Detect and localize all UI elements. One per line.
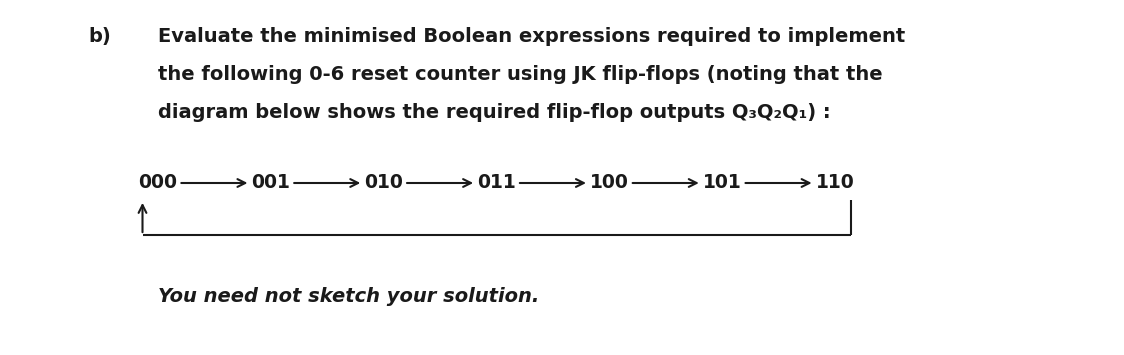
Text: 011: 011 bbox=[477, 174, 516, 192]
Text: Evaluate the minimised Boolean expressions required to implement: Evaluate the minimised Boolean expressio… bbox=[158, 27, 905, 46]
Text: 001: 001 bbox=[252, 174, 290, 192]
Text: 110: 110 bbox=[816, 174, 854, 192]
Text: 101: 101 bbox=[702, 174, 742, 192]
Text: 100: 100 bbox=[590, 174, 628, 192]
Text: You need not sketch your solution.: You need not sketch your solution. bbox=[158, 287, 540, 306]
Text: 010: 010 bbox=[364, 174, 404, 192]
Text: diagram below shows the required flip-flop outputs Q₃Q₂Q₁) :: diagram below shows the required flip-fl… bbox=[158, 103, 831, 122]
Text: b): b) bbox=[88, 27, 111, 46]
Text: the following 0-6 reset counter using JK flip-flops (noting that the: the following 0-6 reset counter using JK… bbox=[158, 65, 882, 84]
Text: 000: 000 bbox=[138, 174, 178, 192]
